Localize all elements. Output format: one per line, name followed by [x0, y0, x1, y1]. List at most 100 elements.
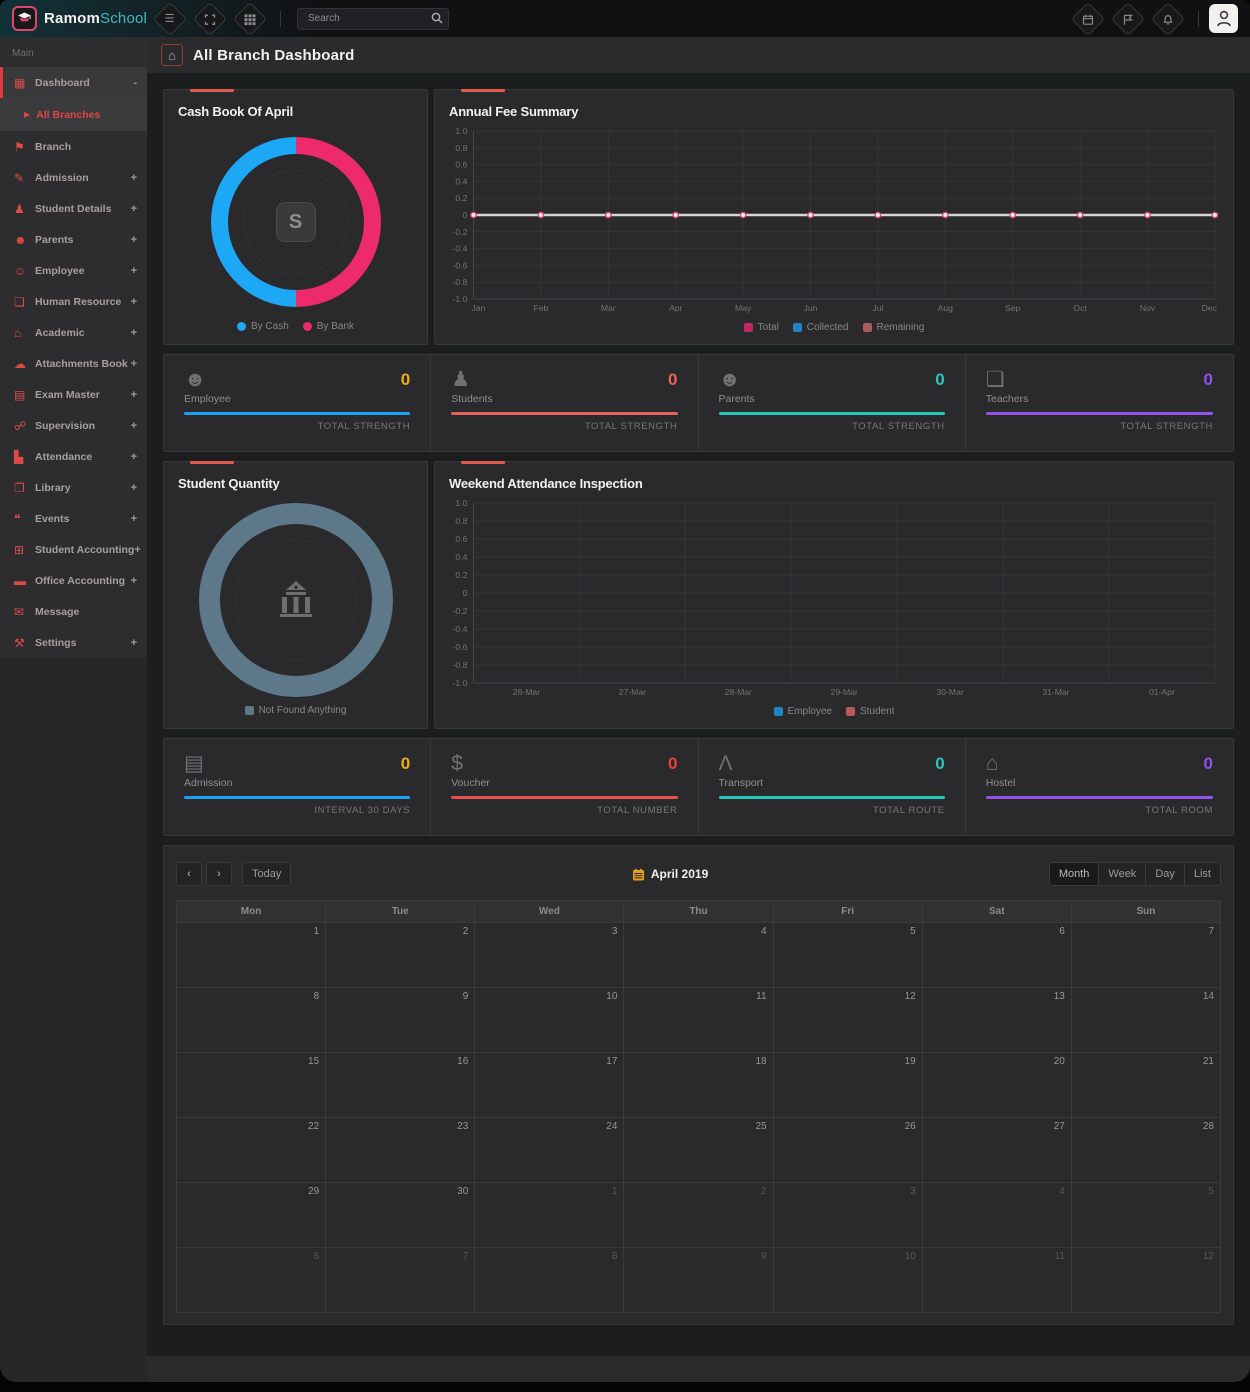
calendar-day-cell[interactable]: 8	[474, 1247, 625, 1313]
sidebar-item-supervision[interactable]: ☍ Supervision +	[0, 410, 147, 441]
calendar-day-cell[interactable]: 12	[1070, 1247, 1222, 1313]
calendar-day-cell[interactable]: 25	[623, 1117, 774, 1183]
search-input[interactable]	[297, 7, 449, 30]
notifications-button[interactable]	[1151, 1, 1185, 36]
sidebar-subitem-all-branches[interactable]: ▶ All Branches	[0, 98, 147, 131]
calendar-day-cell[interactable]: 5	[772, 922, 923, 988]
stats-strip-resources: ▤ 0 Admission INTERVAL 30 DAYS $0 Voucher TOTA…	[163, 738, 1234, 836]
menu-icon: ☰	[165, 12, 175, 24]
calendar-day-cell[interactable]: 1	[175, 922, 327, 988]
sidebar-item-label: Attachments Book	[35, 357, 128, 370]
brand-logo[interactable]: RamomSchool	[12, 6, 150, 31]
sidebar-item-office-accounting[interactable]: ▬ Office Accounting +	[0, 565, 147, 596]
calendar-day-cell[interactable]: 14	[1070, 987, 1222, 1053]
calendar-next-button[interactable]: ›	[206, 862, 232, 886]
search-icon[interactable]	[431, 12, 443, 24]
calendar-day-cell[interactable]: 20	[921, 1052, 1072, 1118]
calendar-day-cell[interactable]: 3	[772, 1182, 923, 1248]
calendar-shortcut-button[interactable]	[1071, 1, 1105, 36]
calendar-day-cell[interactable]: 10	[772, 1247, 923, 1313]
calendar-day-cell[interactable]: 22	[175, 1117, 327, 1183]
sidebar-item-settings[interactable]: ⚒ Settings +	[0, 627, 147, 658]
menu-toggle-button[interactable]: ☰	[153, 1, 187, 36]
sidebar-item-dashboard[interactable]: ▦ Dashboard -	[0, 67, 147, 98]
calendar-day-cell[interactable]: 27	[921, 1117, 1072, 1183]
svg-text:1.0: 1.0	[455, 126, 467, 136]
calendar-day-cell[interactable]: 29	[175, 1182, 327, 1248]
calendar-day-header: Sat	[921, 900, 1072, 923]
calendar-day-cell[interactable]: 6	[175, 1247, 327, 1313]
calendar-day-cell[interactable]: 2	[325, 922, 476, 988]
sidebar-item-branch[interactable]: ⚑ Branch	[0, 131, 147, 162]
calendar-day-cell[interactable]: 13	[921, 987, 1072, 1053]
calendar-day-cell[interactable]: 11	[623, 987, 774, 1053]
calendar-day-cell[interactable]: 6	[921, 922, 1072, 988]
calendar-day-cell[interactable]: 17	[474, 1052, 625, 1118]
calendar-view-day[interactable]: Day	[1146, 862, 1185, 886]
stat-label: Voucher	[451, 777, 490, 789]
calendar-day-cell[interactable]: 23	[325, 1117, 476, 1183]
sidebar-item-attachments-book[interactable]: ☁ Attachments Book +	[0, 348, 147, 379]
flag-button[interactable]	[1111, 1, 1145, 36]
currency-s-icon: S	[275, 202, 316, 242]
calendar-view-month[interactable]: Month	[1048, 862, 1100, 886]
sidebar-item-employee[interactable]: ☺ Employee +	[0, 255, 147, 286]
calendar-day-cell[interactable]: 18	[623, 1052, 774, 1118]
calendar-day-cell[interactable]: 4	[921, 1182, 1072, 1248]
calendar-view-list[interactable]: List	[1184, 862, 1221, 886]
calendar-day-cell[interactable]: 26	[772, 1117, 923, 1183]
apps-grid-button[interactable]	[233, 1, 267, 36]
calendar-day-cell[interactable]: 9	[623, 1247, 774, 1313]
fullscreen-button[interactable]	[193, 1, 227, 36]
calendar-today-button[interactable]: Today	[242, 862, 292, 886]
sidebar-item-parents[interactable]: ☻ Parents +	[0, 224, 147, 255]
sidebar-item-message[interactable]: ✉ Message	[0, 596, 147, 627]
sidebar-item-attendance[interactable]: ▙ Attendance +	[0, 441, 147, 472]
hostel-icon: ⌂	[985, 752, 999, 775]
caret-right-icon: ▶	[24, 110, 31, 119]
calendar-day-cell[interactable]: 19	[772, 1052, 923, 1118]
calendar-day-cell[interactable]: 28	[1070, 1117, 1222, 1183]
calendar-day-cell[interactable]: 2	[623, 1182, 774, 1248]
legend-label: By Cash	[250, 321, 289, 332]
sidebar-item-events[interactable]: ❝ Events +	[0, 503, 147, 534]
calendar-day-cell[interactable]: 1	[474, 1182, 625, 1248]
home-icon[interactable]: ⌂	[161, 44, 183, 66]
calendar-view-week[interactable]: Week	[1099, 862, 1147, 886]
calendar-day-cell[interactable]: 9	[325, 987, 476, 1053]
sidebar-item-human-resource[interactable]: ❏ Human Resource +	[0, 286, 147, 317]
stat-hostel: ⌂ 0 Hostel TOTAL ROOM	[966, 739, 1233, 835]
calendar-day-cell[interactable]: 7	[1070, 922, 1222, 988]
user-avatar[interactable]	[1209, 4, 1238, 33]
calendar-day-cell[interactable]: 12	[772, 987, 923, 1053]
calendar-month-icon	[632, 868, 644, 880]
sidebar-item-admission[interactable]: ✎ Admission +	[0, 162, 147, 193]
calendar-day-cell[interactable]: 21	[1070, 1052, 1222, 1118]
calendar-day-cell[interactable]: 8	[175, 987, 327, 1053]
calendar-day-cell[interactable]: 4	[623, 922, 774, 988]
sidebar-item-exam-master[interactable]: ▤ Exam Master +	[0, 379, 147, 410]
sidebar-item-student-accounting[interactable]: ⊞ Student Accounting +	[0, 534, 147, 565]
calendar-prev-button[interactable]: ‹	[176, 862, 202, 886]
calendar-day-cell[interactable]: 7	[325, 1247, 476, 1313]
calendar-day-cell[interactable]: 5	[1070, 1182, 1222, 1248]
flag-icon	[1123, 13, 1133, 24]
stat-employee: ☻ 0 Employee TOTAL STRENGTH	[164, 355, 432, 451]
sidebar-item-student-details[interactable]: ♟ Student Details +	[0, 193, 147, 224]
stat-parents: ☻ 0 Parents TOTAL STRENGTH	[699, 355, 966, 451]
expand-plus-icon: +	[134, 543, 141, 556]
calendar-day-cell[interactable]: 3	[474, 922, 625, 988]
dashboard-icon: ▦	[14, 75, 26, 90]
calendar-day-cell[interactable]: 16	[325, 1052, 476, 1118]
expand-plus-icon: +	[130, 295, 137, 308]
calendar-day-cell[interactable]: 15	[175, 1052, 327, 1118]
calendar-day-cell[interactable]: 10	[474, 987, 625, 1053]
sidebar-item-academic[interactable]: ⌂ Academic +	[0, 317, 147, 348]
svg-text:Oct: Oct	[1073, 303, 1087, 313]
calendar-day-cell[interactable]: 24	[474, 1117, 625, 1183]
calendar-day-cell[interactable]: 11	[921, 1247, 1072, 1313]
calendar-day-cell[interactable]: 30	[325, 1182, 476, 1248]
sidebar-item-library[interactable]: ❒ Library +	[0, 472, 147, 503]
stat-progress-bar	[718, 412, 945, 415]
